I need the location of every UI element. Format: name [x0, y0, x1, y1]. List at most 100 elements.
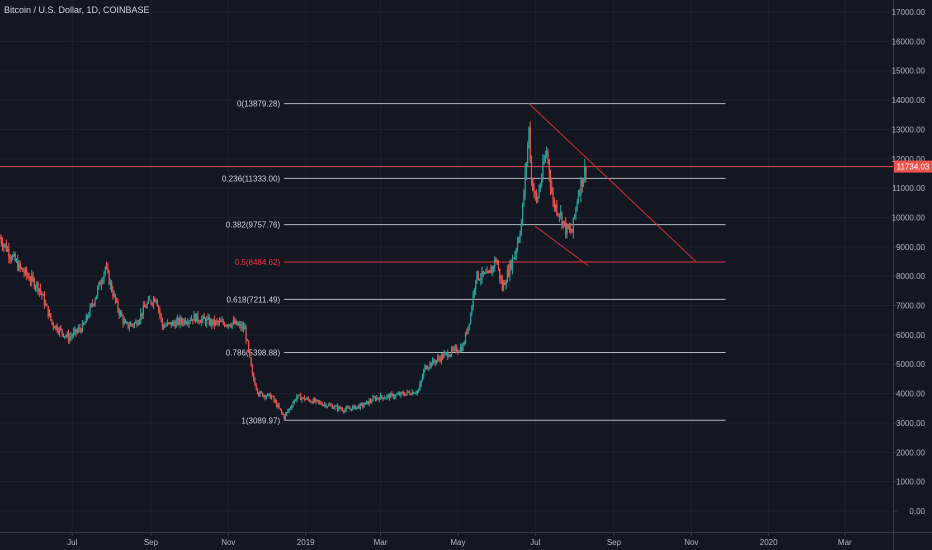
candle — [437, 353, 439, 363]
candle-body — [406, 391, 408, 394]
candle — [45, 299, 47, 307]
candle — [331, 403, 333, 409]
candle-body — [505, 282, 507, 285]
candle-body — [12, 255, 14, 260]
candle-body — [246, 339, 248, 342]
candle-body — [154, 298, 156, 302]
candle-body — [113, 294, 115, 297]
candle-body — [570, 228, 572, 232]
candle — [476, 270, 478, 284]
candle — [327, 403, 330, 407]
candle-body — [516, 241, 519, 250]
candle-body — [544, 154, 547, 162]
candle — [302, 396, 304, 400]
candle-body — [542, 162, 544, 178]
candle-body — [123, 321, 125, 324]
candle-body — [5, 243, 7, 251]
candle-body — [396, 394, 398, 396]
candle — [311, 401, 313, 405]
candle-body — [339, 406, 341, 409]
candle — [222, 318, 224, 326]
candle — [315, 398, 317, 405]
y-tick-label: 8000.00 — [896, 272, 925, 281]
candle-body — [160, 314, 162, 319]
candle — [217, 320, 219, 327]
candle — [571, 228, 573, 233]
candle — [226, 324, 228, 329]
candle-body — [423, 370, 425, 377]
candle-body — [549, 174, 552, 188]
candle — [339, 405, 341, 410]
candle — [199, 319, 202, 324]
candle-body — [448, 356, 450, 358]
candle-body — [387, 394, 389, 396]
candle — [452, 345, 454, 352]
candle — [354, 404, 356, 410]
candle-body — [188, 321, 190, 324]
candle — [278, 402, 280, 409]
candle — [184, 317, 186, 326]
candle — [3, 243, 5, 253]
candle-body — [388, 394, 391, 399]
candle-body — [437, 357, 439, 361]
candle-body — [379, 395, 382, 400]
candle-body — [341, 409, 344, 411]
candle-body — [22, 268, 24, 272]
candle-body — [288, 408, 290, 411]
candle-body — [431, 359, 434, 366]
candle-body — [176, 318, 179, 322]
candle-body — [130, 323, 132, 327]
candle-body — [270, 396, 273, 399]
candle-body — [36, 282, 38, 287]
candle — [163, 323, 165, 330]
y-tick-label: 9000.00 — [896, 243, 925, 252]
candle — [28, 272, 30, 282]
candle — [448, 353, 450, 358]
candle-body — [294, 400, 297, 402]
candle — [538, 184, 540, 199]
candle-body — [279, 408, 281, 410]
candle — [56, 323, 58, 333]
candle — [132, 323, 134, 328]
price-axis[interactable]: 0.00 1000.00 2000.00 3000.00 4000.00 5000.00 6… — [892, 0, 932, 550]
candle — [18, 260, 20, 272]
candle — [357, 405, 359, 410]
candle-body — [461, 346, 463, 351]
candle-body — [185, 323, 188, 325]
candle — [585, 166, 587, 182]
candle — [501, 274, 503, 292]
fibonacci-retracement[interactable]: 0(13879.28) 0.236(11333.00) 0.382(9757.76)… — [222, 100, 726, 426]
candle-body — [447, 352, 449, 358]
candle — [108, 269, 110, 286]
trendlines-layer[interactable] — [528, 103, 697, 267]
candle-body — [112, 290, 114, 297]
candle-body — [156, 300, 158, 307]
candle — [201, 315, 203, 327]
candle — [12, 253, 14, 261]
candle-body — [334, 405, 336, 408]
candle — [15, 258, 18, 264]
x-tick-label: 2020 — [760, 538, 778, 547]
candle — [377, 397, 379, 400]
candle-body — [541, 177, 543, 185]
candle — [537, 196, 539, 204]
candle — [546, 146, 548, 159]
candle — [157, 304, 160, 314]
candle-body — [204, 318, 207, 324]
candle-body — [132, 324, 134, 326]
candle-body — [556, 204, 558, 214]
candle — [37, 280, 39, 295]
candle — [577, 189, 580, 205]
candle-body — [477, 271, 479, 280]
candle-body — [117, 301, 119, 310]
time-axis[interactable]: Jul Sep Nov 2019 Mar May Jul Sep Nov 2020 Mar — [0, 532, 932, 547]
candle — [237, 321, 240, 327]
candle-body — [504, 282, 506, 285]
candle-body — [357, 405, 359, 407]
candle-body — [24, 268, 26, 274]
candle — [420, 379, 422, 388]
candle — [340, 406, 342, 411]
candle-body — [508, 270, 510, 276]
